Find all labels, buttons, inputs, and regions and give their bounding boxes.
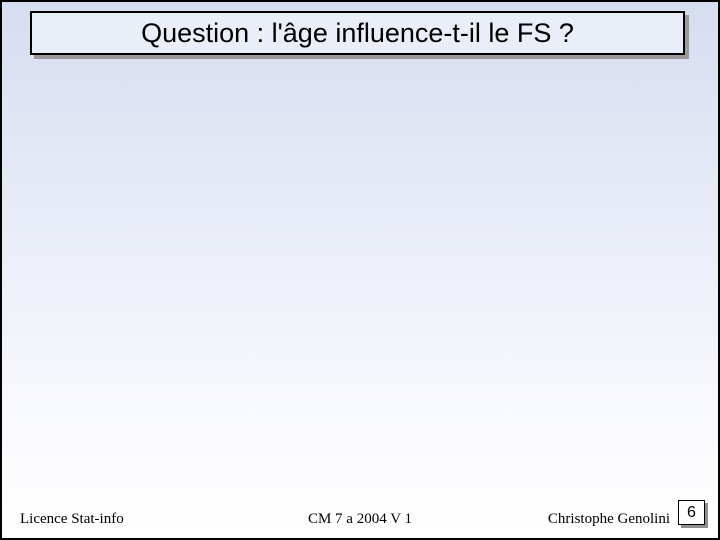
- slide: Question : l'âge influence-t-il le FS ? …: [0, 0, 720, 540]
- footer-right: Christophe Genolini: [548, 511, 670, 528]
- slide-title: Question : l'âge influence-t-il le FS ?: [141, 18, 574, 49]
- page-number-front: 6: [678, 500, 705, 525]
- title-box: Question : l'âge influence-t-il le FS ?: [30, 11, 689, 59]
- page-number: 6: [687, 504, 696, 522]
- page-number-box: 6: [678, 500, 708, 528]
- title-front: Question : l'âge influence-t-il le FS ?: [30, 11, 685, 55]
